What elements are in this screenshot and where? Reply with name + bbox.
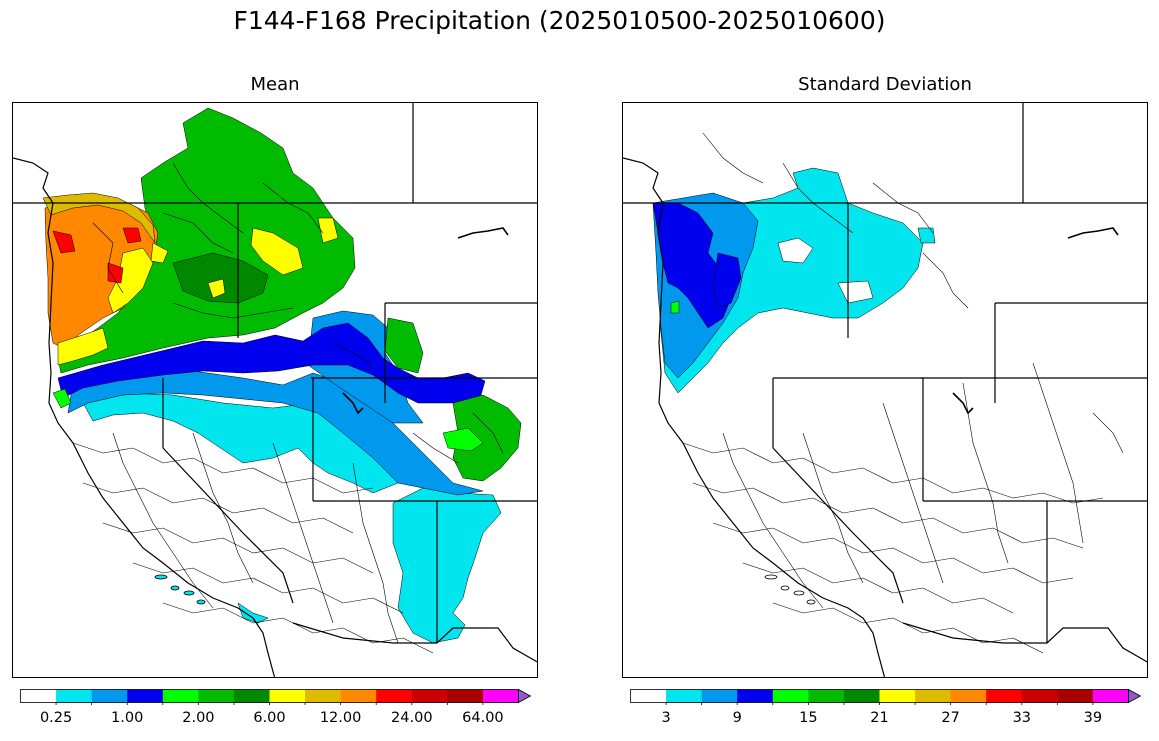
- stddev-colorbar-swatch: [915, 689, 951, 703]
- mean-region-cyan-south: [392, 487, 502, 644]
- figure-title: F144-F168 Precipitation (2025010500-2025…: [233, 6, 886, 35]
- mean-panel-title: Mean: [250, 74, 300, 95]
- mean-colorbar-tick-label: 2.00: [182, 710, 215, 726]
- stddev-colorbar-tick-label: 3: [661, 710, 671, 726]
- mean-shaded-regions: [42, 107, 522, 644]
- stddev-colorbar-tick-label: 33: [1012, 710, 1032, 726]
- mean-region-red-coast-3: [122, 227, 142, 244]
- stddev-region-cyan-patch: [917, 227, 936, 244]
- mean-colorbar-swatch: [233, 689, 270, 703]
- stddev-colorbar-swatch: [879, 689, 916, 703]
- stddev-lakes: [952, 227, 1119, 415]
- mean-colorbar-labels: 0.25 1.00 2.00 6.00 12.00 24.00 64.00: [20, 710, 532, 730]
- stddev-colorbar-svg: [630, 688, 1142, 705]
- mean-coastline: [13, 157, 276, 677]
- mean-region-gold-coast: [42, 192, 156, 244]
- mean-colorbar: [20, 688, 532, 709]
- stddev-borders: [623, 103, 1147, 677]
- stddev-region-darkblue-coast: [652, 202, 734, 329]
- stddev-colorbar-tick-label: 21: [870, 710, 889, 726]
- mean-region-yellow-east: [317, 217, 339, 244]
- mean-region-green-main: [57, 107, 356, 374]
- mean-colorbar-swatch: [56, 689, 92, 703]
- stddev-region-white-hole: [777, 237, 814, 264]
- mean-colorbar-swatch: [20, 689, 57, 703]
- stddev-colorbar-tick-label: 27: [941, 710, 960, 726]
- mean-lakes: [342, 227, 509, 415]
- stddev-colorbar-tick-label: 15: [799, 710, 818, 726]
- mean-region-cyan-mid: [82, 392, 399, 494]
- mean-region-yellow-north: [250, 227, 304, 276]
- mean-colorbar-tick-label: 0.25: [39, 710, 73, 726]
- stddev-coastline: [623, 157, 886, 677]
- mean-region-yellow-west: [150, 242, 169, 264]
- stddev-colorbar-outline: [630, 689, 1129, 703]
- mean-colorbar-tick-label: 24.00: [391, 710, 433, 726]
- mean-map: [12, 102, 538, 678]
- mean-colorbar-swatch: [127, 689, 164, 703]
- stddev-colorbar-swatch: [950, 689, 987, 703]
- mean-region-lightgreen-se: [442, 427, 484, 452]
- mean-colorbar-swatch: [411, 689, 448, 703]
- mean-region-darkgreen-core: [172, 252, 269, 304]
- stddev-colorbar: [630, 688, 1142, 709]
- stddev-colorbar-swatch: [772, 689, 809, 703]
- mean-colorbar-swatch: [305, 689, 341, 703]
- mean-colorbar-outline: [20, 689, 519, 703]
- mean-colorbar-tick-label: 1.00: [111, 710, 144, 726]
- stddev-islands: [764, 574, 816, 605]
- mean-colorbar-svg: [20, 688, 532, 705]
- stddev-colorbar-tick-label: 9: [732, 710, 742, 726]
- stddev-colorbar-swatch: [701, 689, 738, 703]
- stddev-region-darkblue-inland: [712, 252, 742, 309]
- stddev-colorbar-swatches: [630, 689, 1129, 705]
- mean-colorbar-swatch: [162, 689, 199, 703]
- stddev-colorbar-swatch: [986, 689, 1023, 703]
- mean-borders: [13, 103, 537, 677]
- stddev-colorbar-swatch: [843, 689, 880, 703]
- mean-region-blue-mid: [67, 370, 484, 496]
- mean-region-red-coast-2: [107, 262, 124, 284]
- mean-region-darkblue-band: [57, 322, 486, 404]
- mean-basin-lines: [72, 162, 504, 654]
- stddev-colorbar-tick-label: 39: [1083, 710, 1103, 726]
- mean-region-cyan-far-south: [237, 602, 269, 624]
- stddev-colorbar-swatch: [1092, 689, 1129, 703]
- mean-colorbar-swatch: [376, 689, 413, 703]
- stddev-colorbar-swatch: [630, 689, 667, 703]
- mean-map-svg: [13, 103, 537, 677]
- stddev-colorbar-swatch: [666, 689, 702, 703]
- mean-colorbar-swatch: [340, 689, 377, 703]
- stddev-map: [622, 102, 1148, 678]
- stddev-panel-title: Standard Deviation: [798, 74, 972, 95]
- mean-region-red-coast-1: [52, 230, 76, 254]
- mean-colorbar-tick-label: 12.00: [319, 710, 362, 726]
- mean-colorbar-extend-arrow: [518, 688, 532, 704]
- mean-region-yellow-inland: [107, 247, 154, 314]
- mean-region-lightgreen-sw: [52, 388, 72, 409]
- stddev-colorbar-extend-arrow: [1128, 688, 1142, 704]
- mean-colorbar-swatch: [482, 689, 519, 703]
- stddev-region-white-hole-2: [837, 280, 874, 304]
- mean-colorbar-tick-label: 6.00: [253, 710, 286, 726]
- stddev-shaded-regions: [652, 167, 936, 394]
- mean-region-yellow-south: [57, 327, 109, 366]
- stddev-region-lightgreen-small: [670, 300, 680, 314]
- mean-region-yellow-small: [207, 278, 226, 299]
- mean-colorbar-swatch: [447, 689, 484, 703]
- mean-colorbar-tick-label: 64.00: [462, 710, 504, 726]
- stddev-colorbar-labels: 3 9 15 21 27 33 39: [630, 710, 1142, 730]
- mean-colorbar-swatch: [91, 689, 128, 703]
- stddev-colorbar-swatch: [1021, 689, 1058, 703]
- mean-colorbar-swatch: [269, 689, 306, 703]
- mean-islands: [154, 574, 206, 605]
- stddev-colorbar-swatch: [1057, 689, 1094, 703]
- mean-region-green-se: [452, 394, 522, 482]
- stddev-map-svg: [623, 103, 1147, 677]
- mean-colorbar-swatch: [198, 689, 235, 703]
- mean-colorbar-swatches: [20, 689, 519, 705]
- stddev-colorbar-swatch: [808, 689, 845, 703]
- stddev-colorbar-swatch: [737, 689, 774, 703]
